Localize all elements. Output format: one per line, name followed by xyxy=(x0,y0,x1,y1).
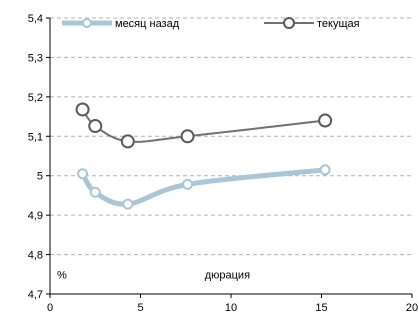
x-tick-label: 0 xyxy=(47,302,53,314)
y-tick-labels: 4,7 4,8 4,9 5 5,1 5,2 5,3 5,4 xyxy=(28,13,43,301)
x-tick-label: 10 xyxy=(225,302,237,314)
y-tick-label: 4,9 xyxy=(28,210,43,222)
y-tick-label: 5,2 xyxy=(28,92,43,104)
y-tick-label: 5,4 xyxy=(28,13,43,25)
series-point-1 xyxy=(75,102,90,117)
y-axis-label: % xyxy=(57,269,67,281)
y-tick-label: 5,1 xyxy=(28,131,43,143)
series-point-0 xyxy=(122,198,134,210)
legend-marker-1 xyxy=(283,17,295,29)
legend: месяц назад текущая xyxy=(62,17,360,30)
grid-lines xyxy=(50,17,412,256)
x-tick-labels: 0 5 10 15 20 xyxy=(47,302,418,314)
series-point-0 xyxy=(182,178,194,190)
series-line-1 xyxy=(81,108,327,143)
legend-label-1: текущая xyxy=(317,18,360,30)
series-point-1 xyxy=(318,113,333,128)
series-point-1 xyxy=(88,119,103,134)
y-tick-label: 5,3 xyxy=(28,52,43,64)
series-lines xyxy=(75,102,333,210)
x-tick-label: 20 xyxy=(406,302,418,314)
y-tick-label: 5 xyxy=(37,171,43,183)
x-tick-label: 15 xyxy=(315,302,327,314)
axes xyxy=(46,17,413,298)
legend-marker-0 xyxy=(82,18,92,28)
series-point-1 xyxy=(180,129,195,144)
series-point-0 xyxy=(77,168,89,180)
series-point-0 xyxy=(319,164,331,176)
series-point-1 xyxy=(120,134,135,149)
y-tick-label: 4,7 xyxy=(28,289,43,301)
series-line-0 xyxy=(80,167,328,207)
series-point-0 xyxy=(89,186,101,198)
x-tick-label: 5 xyxy=(137,302,143,314)
y-tick-label: 4,8 xyxy=(28,250,43,262)
legend-label-0: месяц назад xyxy=(115,18,180,30)
x-axis-label: дюрация xyxy=(205,269,250,281)
